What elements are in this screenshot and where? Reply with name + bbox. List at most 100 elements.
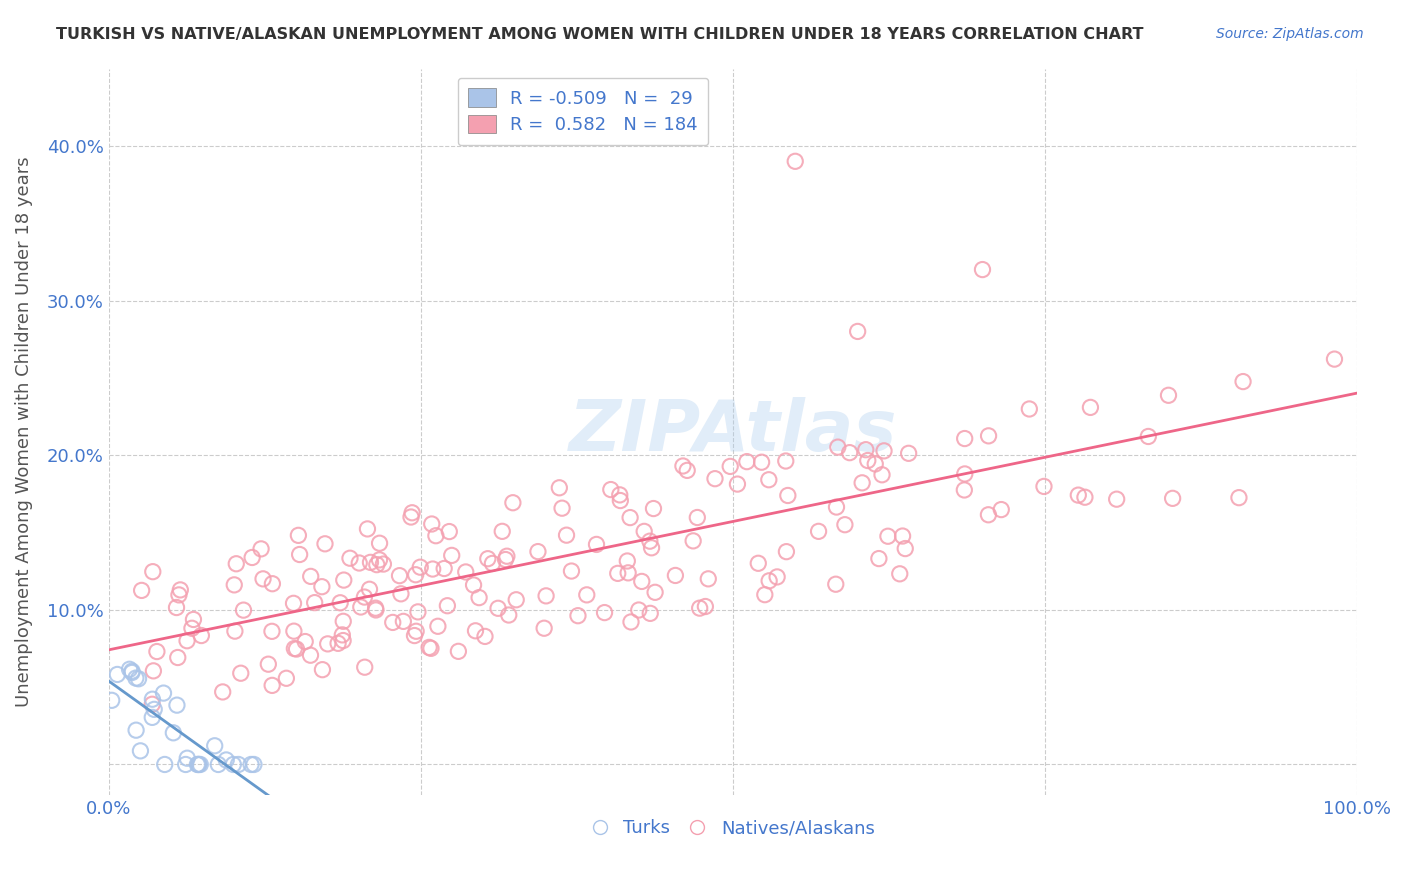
Point xyxy=(463,578,485,592)
Point xyxy=(775,454,797,468)
Point xyxy=(606,566,628,581)
Point xyxy=(1080,401,1102,415)
Point xyxy=(689,601,711,615)
Point xyxy=(183,612,205,626)
Point xyxy=(891,529,914,543)
Point xyxy=(682,533,704,548)
Point xyxy=(1033,479,1056,493)
Point xyxy=(824,577,846,591)
Point xyxy=(121,664,143,678)
Point xyxy=(240,550,263,565)
Point xyxy=(990,502,1012,516)
Point xyxy=(176,751,198,765)
Point xyxy=(294,634,316,648)
Point xyxy=(406,605,429,619)
Point xyxy=(616,554,638,568)
Point xyxy=(418,640,440,655)
Point xyxy=(228,757,250,772)
Point xyxy=(181,621,204,635)
Point xyxy=(401,506,423,520)
Point xyxy=(644,585,666,599)
Point xyxy=(299,648,322,663)
Point xyxy=(1137,429,1160,443)
Point xyxy=(143,702,166,716)
Point xyxy=(187,757,209,772)
Point xyxy=(128,672,150,686)
Point xyxy=(834,517,856,532)
Point xyxy=(585,537,607,551)
Point xyxy=(105,667,128,681)
Point xyxy=(747,556,769,570)
Point xyxy=(638,534,661,549)
Point xyxy=(425,529,447,543)
Point xyxy=(347,556,370,570)
Point xyxy=(252,572,274,586)
Point xyxy=(534,589,557,603)
Point xyxy=(232,603,254,617)
Point xyxy=(332,615,354,629)
Point xyxy=(751,455,773,469)
Point xyxy=(240,757,263,772)
Point xyxy=(477,551,499,566)
Point xyxy=(326,636,349,650)
Point xyxy=(704,472,727,486)
Point xyxy=(775,544,797,558)
Point xyxy=(735,455,758,469)
Point xyxy=(495,552,517,566)
Point xyxy=(609,493,631,508)
Point xyxy=(366,558,388,572)
Point xyxy=(169,582,191,597)
Point xyxy=(593,606,616,620)
Point xyxy=(567,608,589,623)
Point xyxy=(404,629,426,643)
Point xyxy=(420,516,443,531)
Point xyxy=(627,603,650,617)
Point xyxy=(855,442,877,457)
Point xyxy=(897,446,920,460)
Point xyxy=(1232,375,1254,389)
Point xyxy=(664,568,686,582)
Point xyxy=(166,698,188,713)
Point xyxy=(405,624,427,639)
Point xyxy=(617,566,640,580)
Point xyxy=(672,458,695,473)
Point xyxy=(630,574,652,589)
Point xyxy=(1074,490,1097,504)
Point xyxy=(316,637,339,651)
Point xyxy=(1161,491,1184,506)
Point xyxy=(381,615,404,630)
Point xyxy=(121,665,143,680)
Point xyxy=(870,467,893,482)
Point xyxy=(260,624,283,639)
Point xyxy=(846,325,869,339)
Point xyxy=(439,524,461,539)
Point xyxy=(188,757,211,772)
Point xyxy=(758,574,780,588)
Point xyxy=(100,693,122,707)
Point xyxy=(877,529,900,543)
Point xyxy=(392,615,415,629)
Point xyxy=(856,453,879,467)
Point xyxy=(359,582,381,597)
Point xyxy=(496,549,519,564)
Point xyxy=(640,541,662,555)
Point xyxy=(285,642,308,657)
Point xyxy=(405,567,427,582)
Point xyxy=(1227,491,1250,505)
Point xyxy=(330,628,353,642)
Point xyxy=(152,686,174,700)
Point xyxy=(686,510,709,524)
Point xyxy=(977,508,1000,522)
Point xyxy=(676,463,699,477)
Point xyxy=(243,757,266,772)
Point xyxy=(638,607,661,621)
Point xyxy=(283,624,305,639)
Point xyxy=(754,588,776,602)
Point xyxy=(527,544,550,558)
Point xyxy=(972,262,994,277)
Point xyxy=(186,757,208,772)
Point xyxy=(865,457,887,471)
Point xyxy=(288,548,311,562)
Point xyxy=(1018,401,1040,416)
Point xyxy=(977,429,1000,443)
